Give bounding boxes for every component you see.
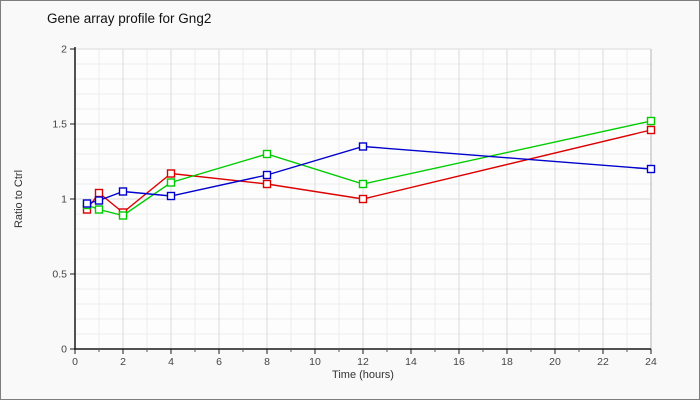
green-series-marker bbox=[94, 205, 104, 214]
blue-series-marker bbox=[82, 199, 92, 208]
blue-series-marker bbox=[262, 170, 272, 180]
x-tick-label: 18 bbox=[501, 356, 513, 368]
y-tick-label: 2 bbox=[61, 44, 67, 56]
green-series-marker bbox=[358, 179, 368, 189]
x-tick-label: 24 bbox=[645, 356, 657, 368]
red-series bbox=[82, 125, 656, 217]
y-tick-label: 0.5 bbox=[52, 269, 67, 281]
blue-series-marker bbox=[118, 187, 128, 196]
x-tick-label: 12 bbox=[357, 356, 369, 368]
x-tick-label: 16 bbox=[453, 356, 465, 368]
blue-series-marker bbox=[646, 164, 656, 174]
x-tick-label: 20 bbox=[549, 356, 561, 368]
y-tick-label: 0 bbox=[61, 344, 67, 356]
x-tick-label: 8 bbox=[264, 356, 270, 368]
chart-title: Gene array profile for Gng2 bbox=[47, 11, 212, 26]
blue-series-marker bbox=[358, 142, 368, 151]
red-series-marker bbox=[262, 179, 272, 189]
red-series-marker bbox=[646, 125, 656, 135]
green-series-marker bbox=[166, 178, 176, 187]
x-tick-label: 6 bbox=[216, 356, 222, 368]
y-axis-title: Ratio to Ctrl bbox=[13, 169, 25, 229]
x-tick-label: 10 bbox=[309, 356, 321, 368]
x-tick-label: 4 bbox=[168, 356, 174, 368]
red-series-marker bbox=[166, 169, 176, 178]
blue-series bbox=[82, 142, 656, 208]
x-tick-label: 14 bbox=[405, 356, 417, 368]
red-series-marker bbox=[94, 188, 104, 198]
blue-series-marker bbox=[94, 196, 104, 205]
x-tick-label: 22 bbox=[597, 356, 609, 368]
x-tick-label: 2 bbox=[120, 356, 126, 368]
green-series-marker bbox=[262, 149, 272, 159]
x-tick-label: 0 bbox=[72, 356, 78, 368]
blue-series-marker bbox=[166, 191, 176, 201]
green-series-marker bbox=[118, 211, 128, 220]
y-tick-label: 1.5 bbox=[52, 119, 67, 131]
y-tick-label: 1 bbox=[61, 194, 67, 206]
green-series-marker bbox=[646, 116, 656, 126]
x-axis-title: Time (hours) bbox=[332, 369, 394, 381]
red-series-marker bbox=[358, 194, 368, 204]
